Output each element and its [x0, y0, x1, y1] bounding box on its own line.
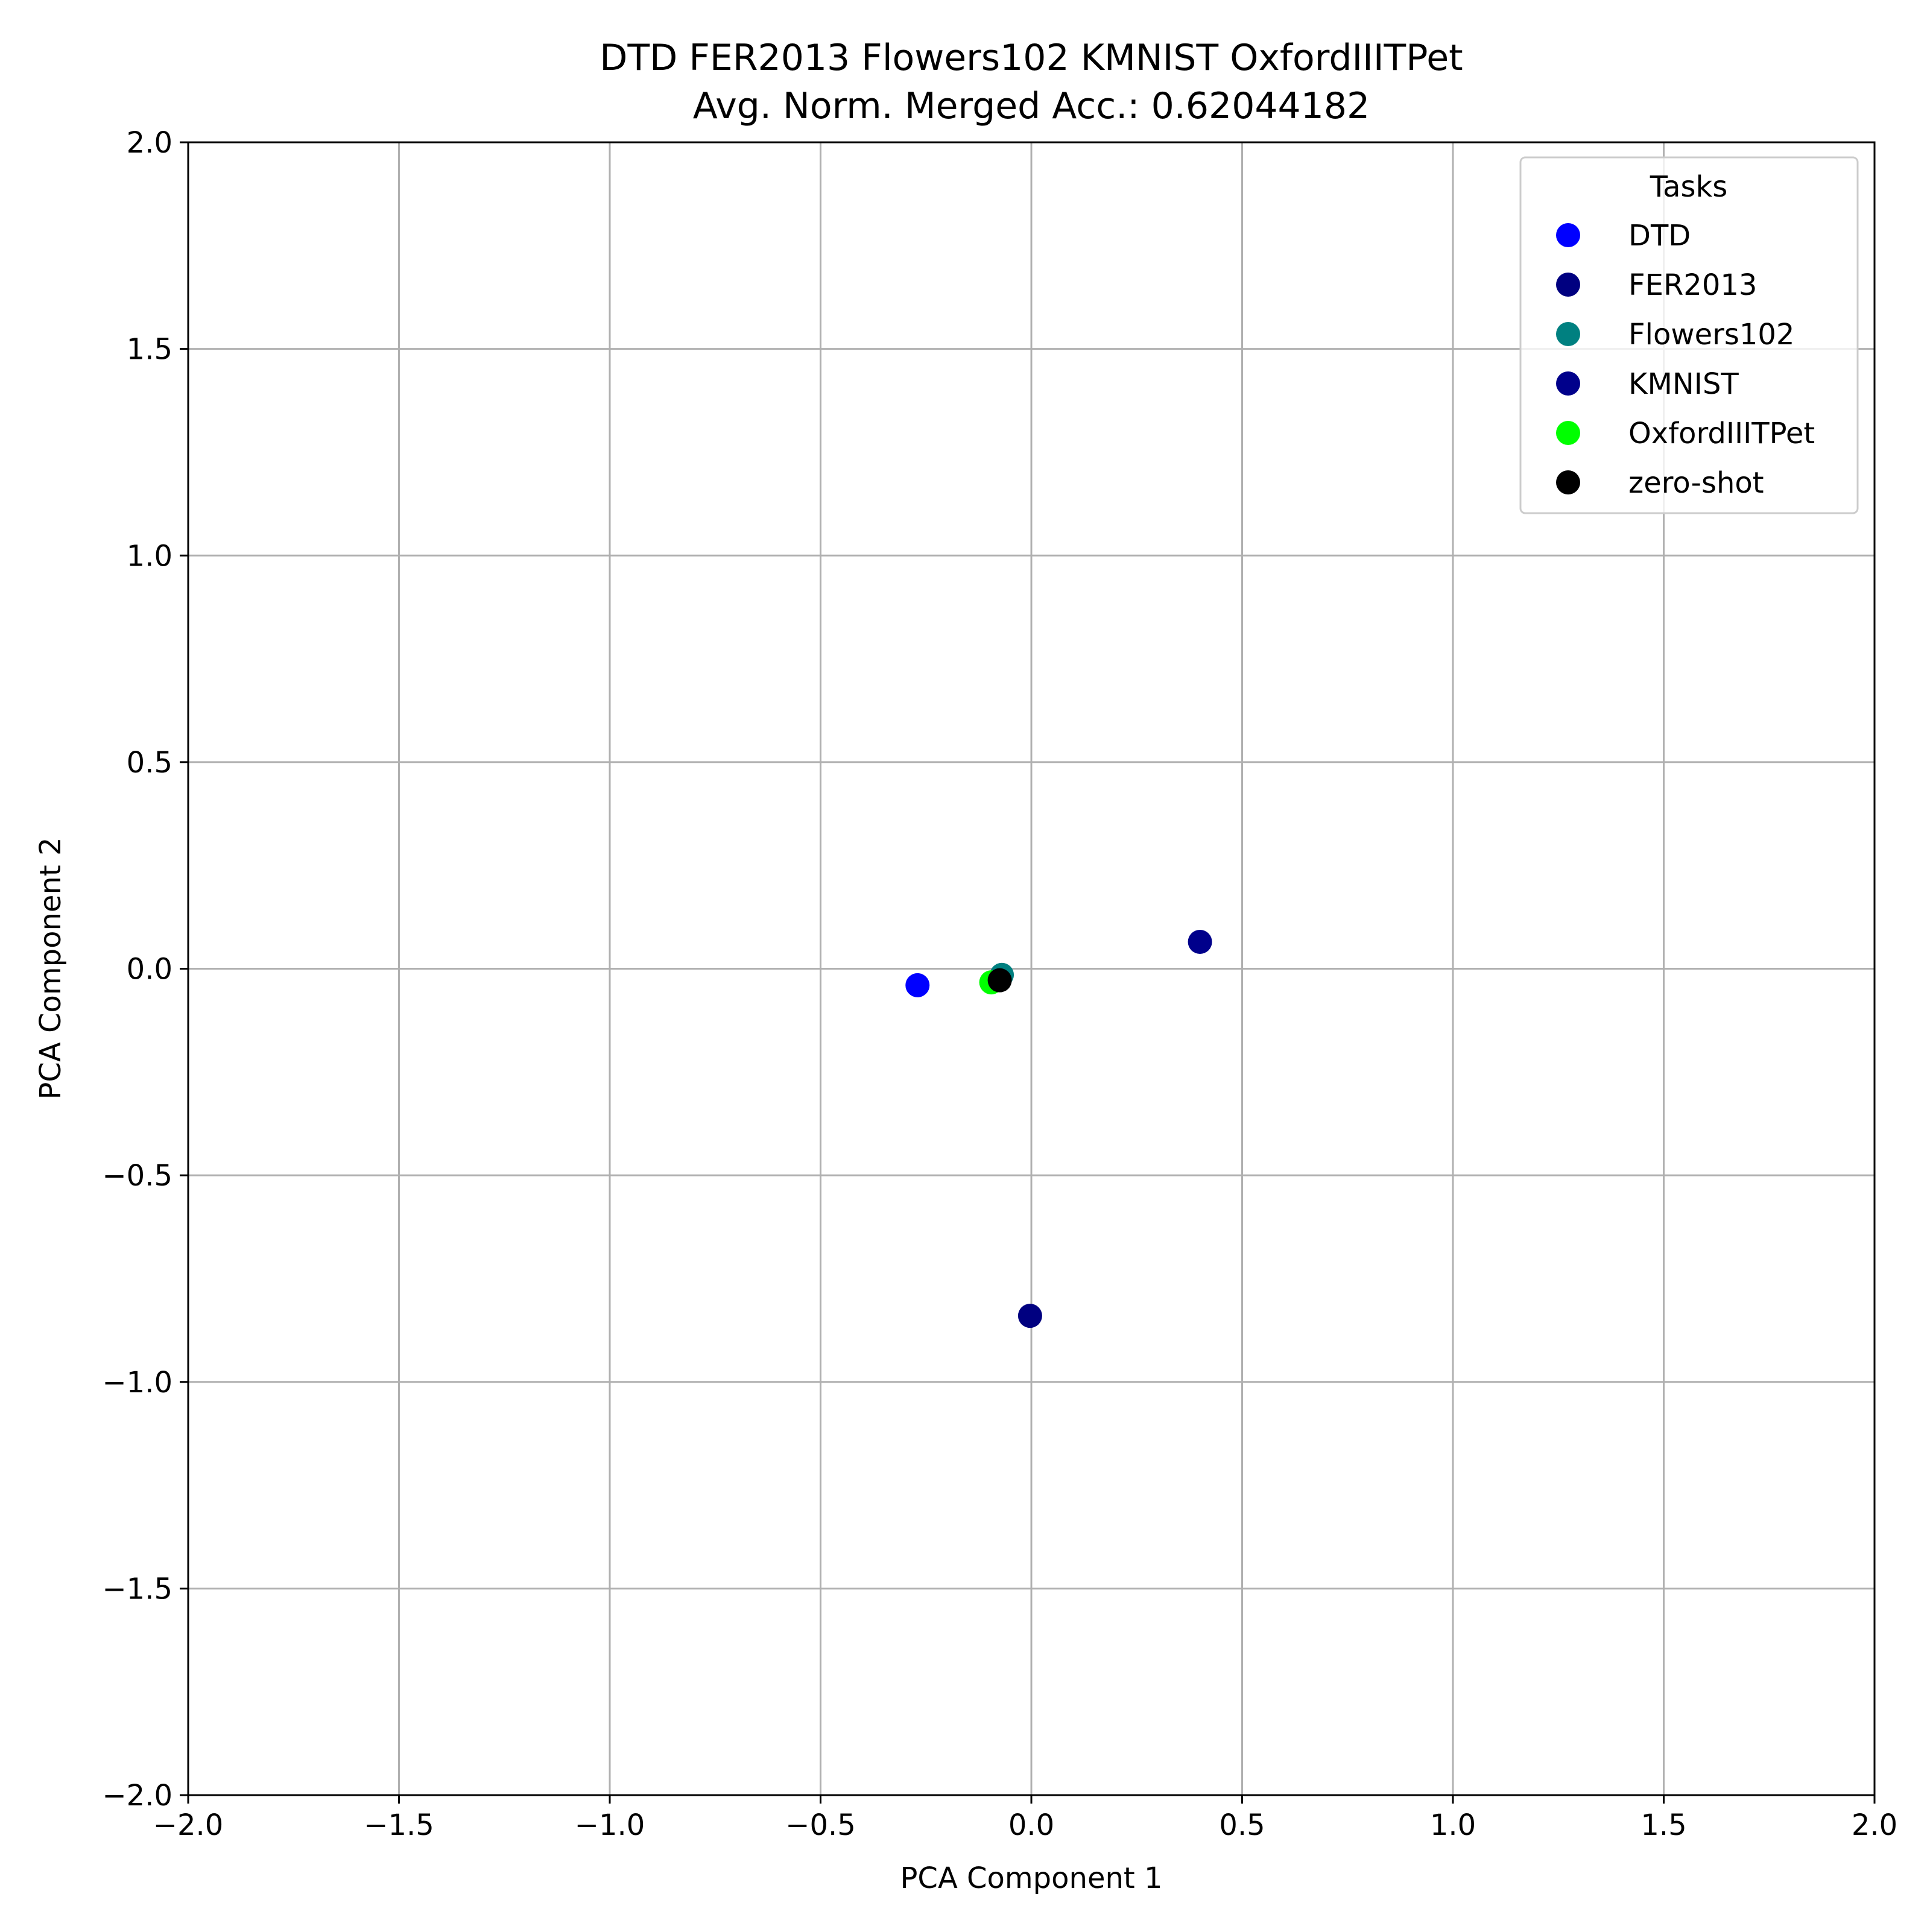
x-tick-label: 0.0 [1008, 1808, 1054, 1842]
x-tick-label: −1.5 [364, 1808, 434, 1842]
data-point-dtd [905, 973, 930, 997]
data-point-zero-shot [987, 968, 1012, 993]
data-point-fer2013 [1017, 1304, 1042, 1328]
x-tick-label: −1.0 [575, 1808, 645, 1842]
y-tick-label: −0.5 [102, 1159, 172, 1193]
legend-marker-oxfordiiitpet [1556, 421, 1580, 445]
x-axis-label: PCA Component 1 [900, 1861, 1162, 1895]
data-points [905, 929, 1212, 1328]
y-axis-label: PCA Component 2 [34, 837, 68, 1099]
legend-box [1519, 156, 1859, 514]
legend-marker-dtd [1556, 223, 1580, 247]
x-tick-label: 0.5 [1219, 1808, 1265, 1842]
y-tick-label: 1.0 [127, 539, 172, 573]
x-tick-label: 2.0 [1852, 1808, 1897, 1842]
legend: Tasks DTD FER2013 Flowers102 KMNIST OxfordII… [1519, 156, 1859, 514]
y-tick-label: 0.0 [127, 953, 172, 987]
x-tick-label: −0.5 [785, 1808, 856, 1842]
legend-label-fer2013: FER2013 [1628, 268, 1757, 302]
legend-label-flowers102: Flowers102 [1628, 318, 1794, 352]
x-tick-label: −2.0 [153, 1808, 224, 1842]
x-tick-label: 1.5 [1640, 1808, 1686, 1842]
x-tick-label: 1.0 [1430, 1808, 1476, 1842]
y-tick-label: 2.0 [127, 126, 172, 160]
y-tick-label: −2.0 [102, 1779, 172, 1813]
axis-ticks: −2.0 −1.5 −1.0 −0.5 0.0 0.5 1.0 1.5 2.0 −2.0 −1.5 −… [102, 126, 1897, 1842]
y-tick-label: 1.5 [127, 333, 172, 367]
y-tick-label: −1.0 [102, 1366, 172, 1400]
y-tick-label: −1.5 [102, 1572, 172, 1606]
y-tick-label: 0.5 [127, 746, 172, 780]
legend-marker-kmnist [1556, 371, 1580, 396]
chart-title: DTD FER2013 Flowers102 KMNIST OxfordIIIT… [600, 37, 1463, 79]
legend-title: Tasks [1650, 170, 1728, 204]
legend-label-zero-shot: zero-shot [1628, 466, 1764, 500]
legend-label-oxfordiiitpet: OxfordIIITPet [1628, 417, 1815, 450]
legend-entries: DTD FER2013 Flowers102 KMNIST OxfordIIITPet z… [1556, 219, 1815, 500]
plot-frame [187, 141, 1876, 1796]
legend-marker-zero-shot [1556, 470, 1580, 494]
legend-label-kmnist: KMNIST [1628, 367, 1739, 401]
legend-marker-flowers102 [1556, 322, 1580, 346]
legend-marker-fer2013 [1556, 273, 1580, 297]
data-point-kmnist [1188, 929, 1212, 954]
legend-label-dtd: DTD [1628, 219, 1691, 253]
chart-subtitle: Avg. Norm. Merged Acc.: 0.62044182 [693, 85, 1370, 127]
